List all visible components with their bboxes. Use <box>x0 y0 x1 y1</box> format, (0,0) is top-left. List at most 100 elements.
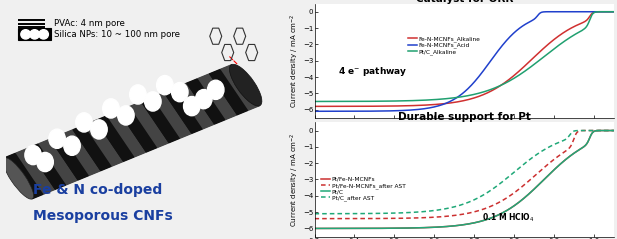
Polygon shape <box>129 101 169 148</box>
Pt/Fe-N-MCNFs_after AST <box>511 191 518 194</box>
Polygon shape <box>152 92 192 139</box>
Ellipse shape <box>25 146 41 165</box>
Ellipse shape <box>207 80 224 99</box>
Fe-N-MCNFs_Acid <box>511 31 518 34</box>
Ellipse shape <box>157 76 173 95</box>
Polygon shape <box>72 125 112 171</box>
Fe-N-MCNFs_Alkaline <box>610 10 617 13</box>
Title: Durable support for Pt: Durable support for Pt <box>398 112 531 122</box>
Ellipse shape <box>172 82 188 102</box>
Title: Catalyst for ORR: Catalyst for ORR <box>415 0 513 4</box>
Pt/Fe-N-MCNFs <box>364 227 371 230</box>
Bar <box>18 28 51 40</box>
Line: Pt/C_after AST: Pt/C_after AST <box>315 130 614 214</box>
Text: Silica NPs: 10 ~ 100 nm pore: Silica NPs: 10 ~ 100 nm pore <box>54 30 180 39</box>
Ellipse shape <box>37 152 53 172</box>
Text: 0.1 M HClO$_4$: 0.1 M HClO$_4$ <box>482 211 535 224</box>
Pt/C_after AST <box>364 212 371 215</box>
Text: PVAc: 4 nm pore: PVAc: 4 nm pore <box>54 19 125 28</box>
Fe-N-MCNFs_Acid <box>388 109 395 112</box>
Polygon shape <box>231 64 260 106</box>
Polygon shape <box>95 115 135 162</box>
Pt/Fe-N-MCNFs <box>595 129 602 132</box>
Pt/Fe-N-MCNFs <box>487 217 495 219</box>
Pt/C_after AST <box>311 212 318 215</box>
Line: Pt/C: Pt/C <box>315 130 614 228</box>
Pt/Fe-N-MCNFs_after AST <box>610 129 617 132</box>
Pt/C_Alkaline <box>487 88 495 91</box>
Pt/C_after AST <box>536 151 544 154</box>
Ellipse shape <box>2 158 33 199</box>
Pt/C_Alkaline <box>388 100 395 103</box>
Y-axis label: Current density / mA cm$^{-2}$: Current density / mA cm$^{-2}$ <box>289 13 301 108</box>
Text: Mesoporous CNFs: Mesoporous CNFs <box>33 209 173 223</box>
Pt/C <box>446 225 453 228</box>
Fe-N-MCNFs_Alkaline <box>311 105 318 108</box>
Pt/C_Alkaline <box>536 58 544 61</box>
Polygon shape <box>209 69 249 115</box>
Polygon shape <box>220 64 260 111</box>
Pt/Fe-N-MCNFs_after AST <box>579 129 586 132</box>
Pt/C <box>536 182 544 185</box>
Pt/C <box>364 227 371 230</box>
Legend: Pt/Fe-N-MCNFs, Pt/Fe-N-MCNFs_after AST, Pt/C, Pt/C_after AST: Pt/Fe-N-MCNFs, Pt/Fe-N-MCNFs_after AST, … <box>320 176 406 202</box>
Ellipse shape <box>64 136 80 155</box>
Pt/Fe-N-MCNFs <box>388 227 395 230</box>
Pt/C_Alkaline <box>311 100 318 103</box>
Polygon shape <box>197 73 237 120</box>
Ellipse shape <box>144 92 161 111</box>
Ellipse shape <box>196 90 212 109</box>
Fe-N-MCNFs_Alkaline <box>536 50 544 53</box>
Y-axis label: Current density / mA cm$^{-2}$: Current density / mA cm$^{-2}$ <box>289 132 301 227</box>
Ellipse shape <box>130 85 146 104</box>
Fe-N-MCNFs_Acid <box>610 10 617 13</box>
Pt/Fe-N-MCNFs_after AST <box>364 217 371 220</box>
Pt/Fe-N-MCNFs <box>511 204 518 207</box>
Pt/Fe-N-MCNFs <box>536 182 544 185</box>
Pt/C <box>487 217 495 219</box>
Fe-N-MCNFs_Alkaline <box>487 90 495 92</box>
Fe-N-MCNFs_Alkaline <box>388 105 395 108</box>
Fe-N-MCNFs_Alkaline <box>446 102 453 104</box>
Polygon shape <box>27 143 67 190</box>
Ellipse shape <box>30 30 39 39</box>
Pt/Fe-N-MCNFs <box>311 227 318 230</box>
Line: Pt/C_Alkaline: Pt/C_Alkaline <box>315 12 614 102</box>
Fe-N-MCNFs_Alkaline <box>511 74 518 76</box>
Ellipse shape <box>39 30 48 39</box>
Polygon shape <box>83 120 123 167</box>
Fe-N-MCNFs_Alkaline <box>595 10 602 13</box>
Fe-N-MCNFs_Acid <box>543 10 550 13</box>
Text: Fe & N co-doped: Fe & N co-doped <box>33 183 162 197</box>
Ellipse shape <box>118 106 134 125</box>
Line: Fe-N-MCNFs_Alkaline: Fe-N-MCNFs_Alkaline <box>315 12 614 106</box>
Ellipse shape <box>76 113 93 132</box>
Pt/Fe-N-MCNFs_after AST <box>311 217 318 220</box>
Pt/C_after AST <box>610 129 617 132</box>
Fe-N-MCNFs_Acid <box>364 110 371 113</box>
Ellipse shape <box>230 64 262 106</box>
Polygon shape <box>49 134 89 181</box>
Pt/C_Alkaline <box>610 10 617 13</box>
Polygon shape <box>106 111 146 158</box>
Polygon shape <box>61 129 101 176</box>
Pt/C_after AST <box>388 212 395 215</box>
Pt/C_Alkaline <box>446 97 453 100</box>
Pt/Fe-N-MCNFs <box>446 225 453 228</box>
Polygon shape <box>4 65 260 199</box>
Text: 4 e$^{-}$ pathway: 4 e$^{-}$ pathway <box>339 65 408 78</box>
Line: Pt/Fe-N-MCNFs: Pt/Fe-N-MCNFs <box>315 130 614 228</box>
Pt/C <box>311 227 318 230</box>
Pt/C <box>595 129 602 132</box>
Fe-N-MCNFs_Acid <box>446 100 453 103</box>
Ellipse shape <box>91 120 107 139</box>
Polygon shape <box>141 97 180 143</box>
Ellipse shape <box>49 129 65 148</box>
Pt/Fe-N-MCNFs_after AST <box>388 217 395 220</box>
Pt/C <box>610 129 617 132</box>
Pt/C_after AST <box>487 189 495 192</box>
Pt/C <box>388 227 395 230</box>
Polygon shape <box>175 83 214 130</box>
Pt/Fe-N-MCNFs_after AST <box>446 215 453 217</box>
Pt/C_Alkaline <box>595 10 602 13</box>
